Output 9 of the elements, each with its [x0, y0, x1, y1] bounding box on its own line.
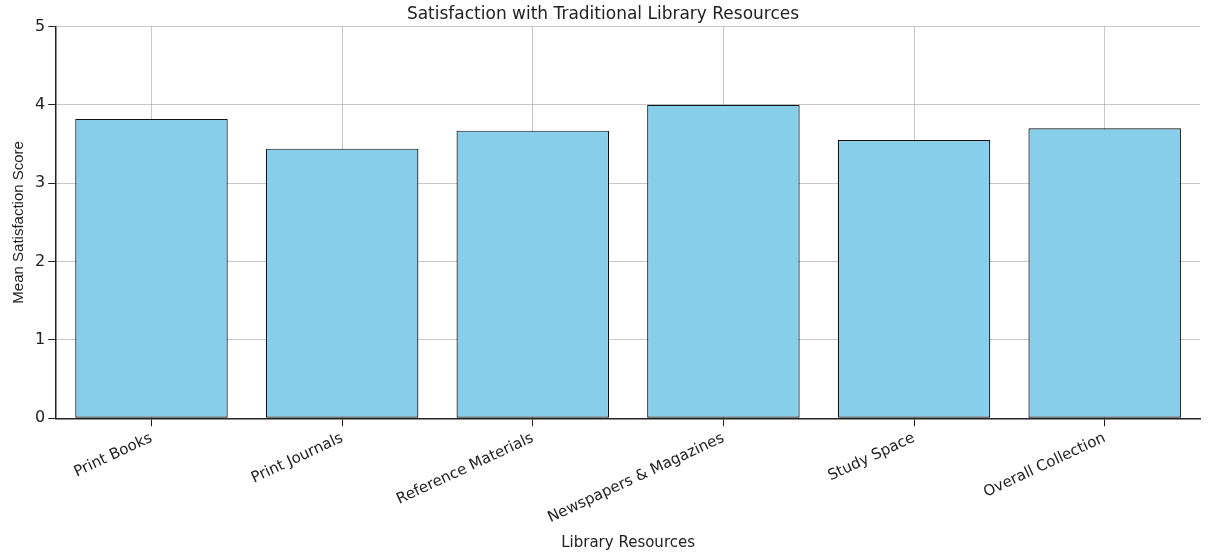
y-tick-label: 4: [34, 93, 46, 113]
y-tick-label: 0: [34, 407, 46, 427]
y-tick-label: 2: [34, 250, 46, 270]
y-tick-label: 1: [34, 329, 46, 349]
chart-title: Satisfaction with Traditional Library Resources: [406, 2, 800, 23]
y-axis-title: Mean Satisfaction Score: [9, 141, 27, 304]
x-axis-title: Library Resources: [561, 532, 696, 551]
y-tick-label: 5: [34, 15, 46, 35]
y-tick-label: 3: [34, 172, 46, 192]
